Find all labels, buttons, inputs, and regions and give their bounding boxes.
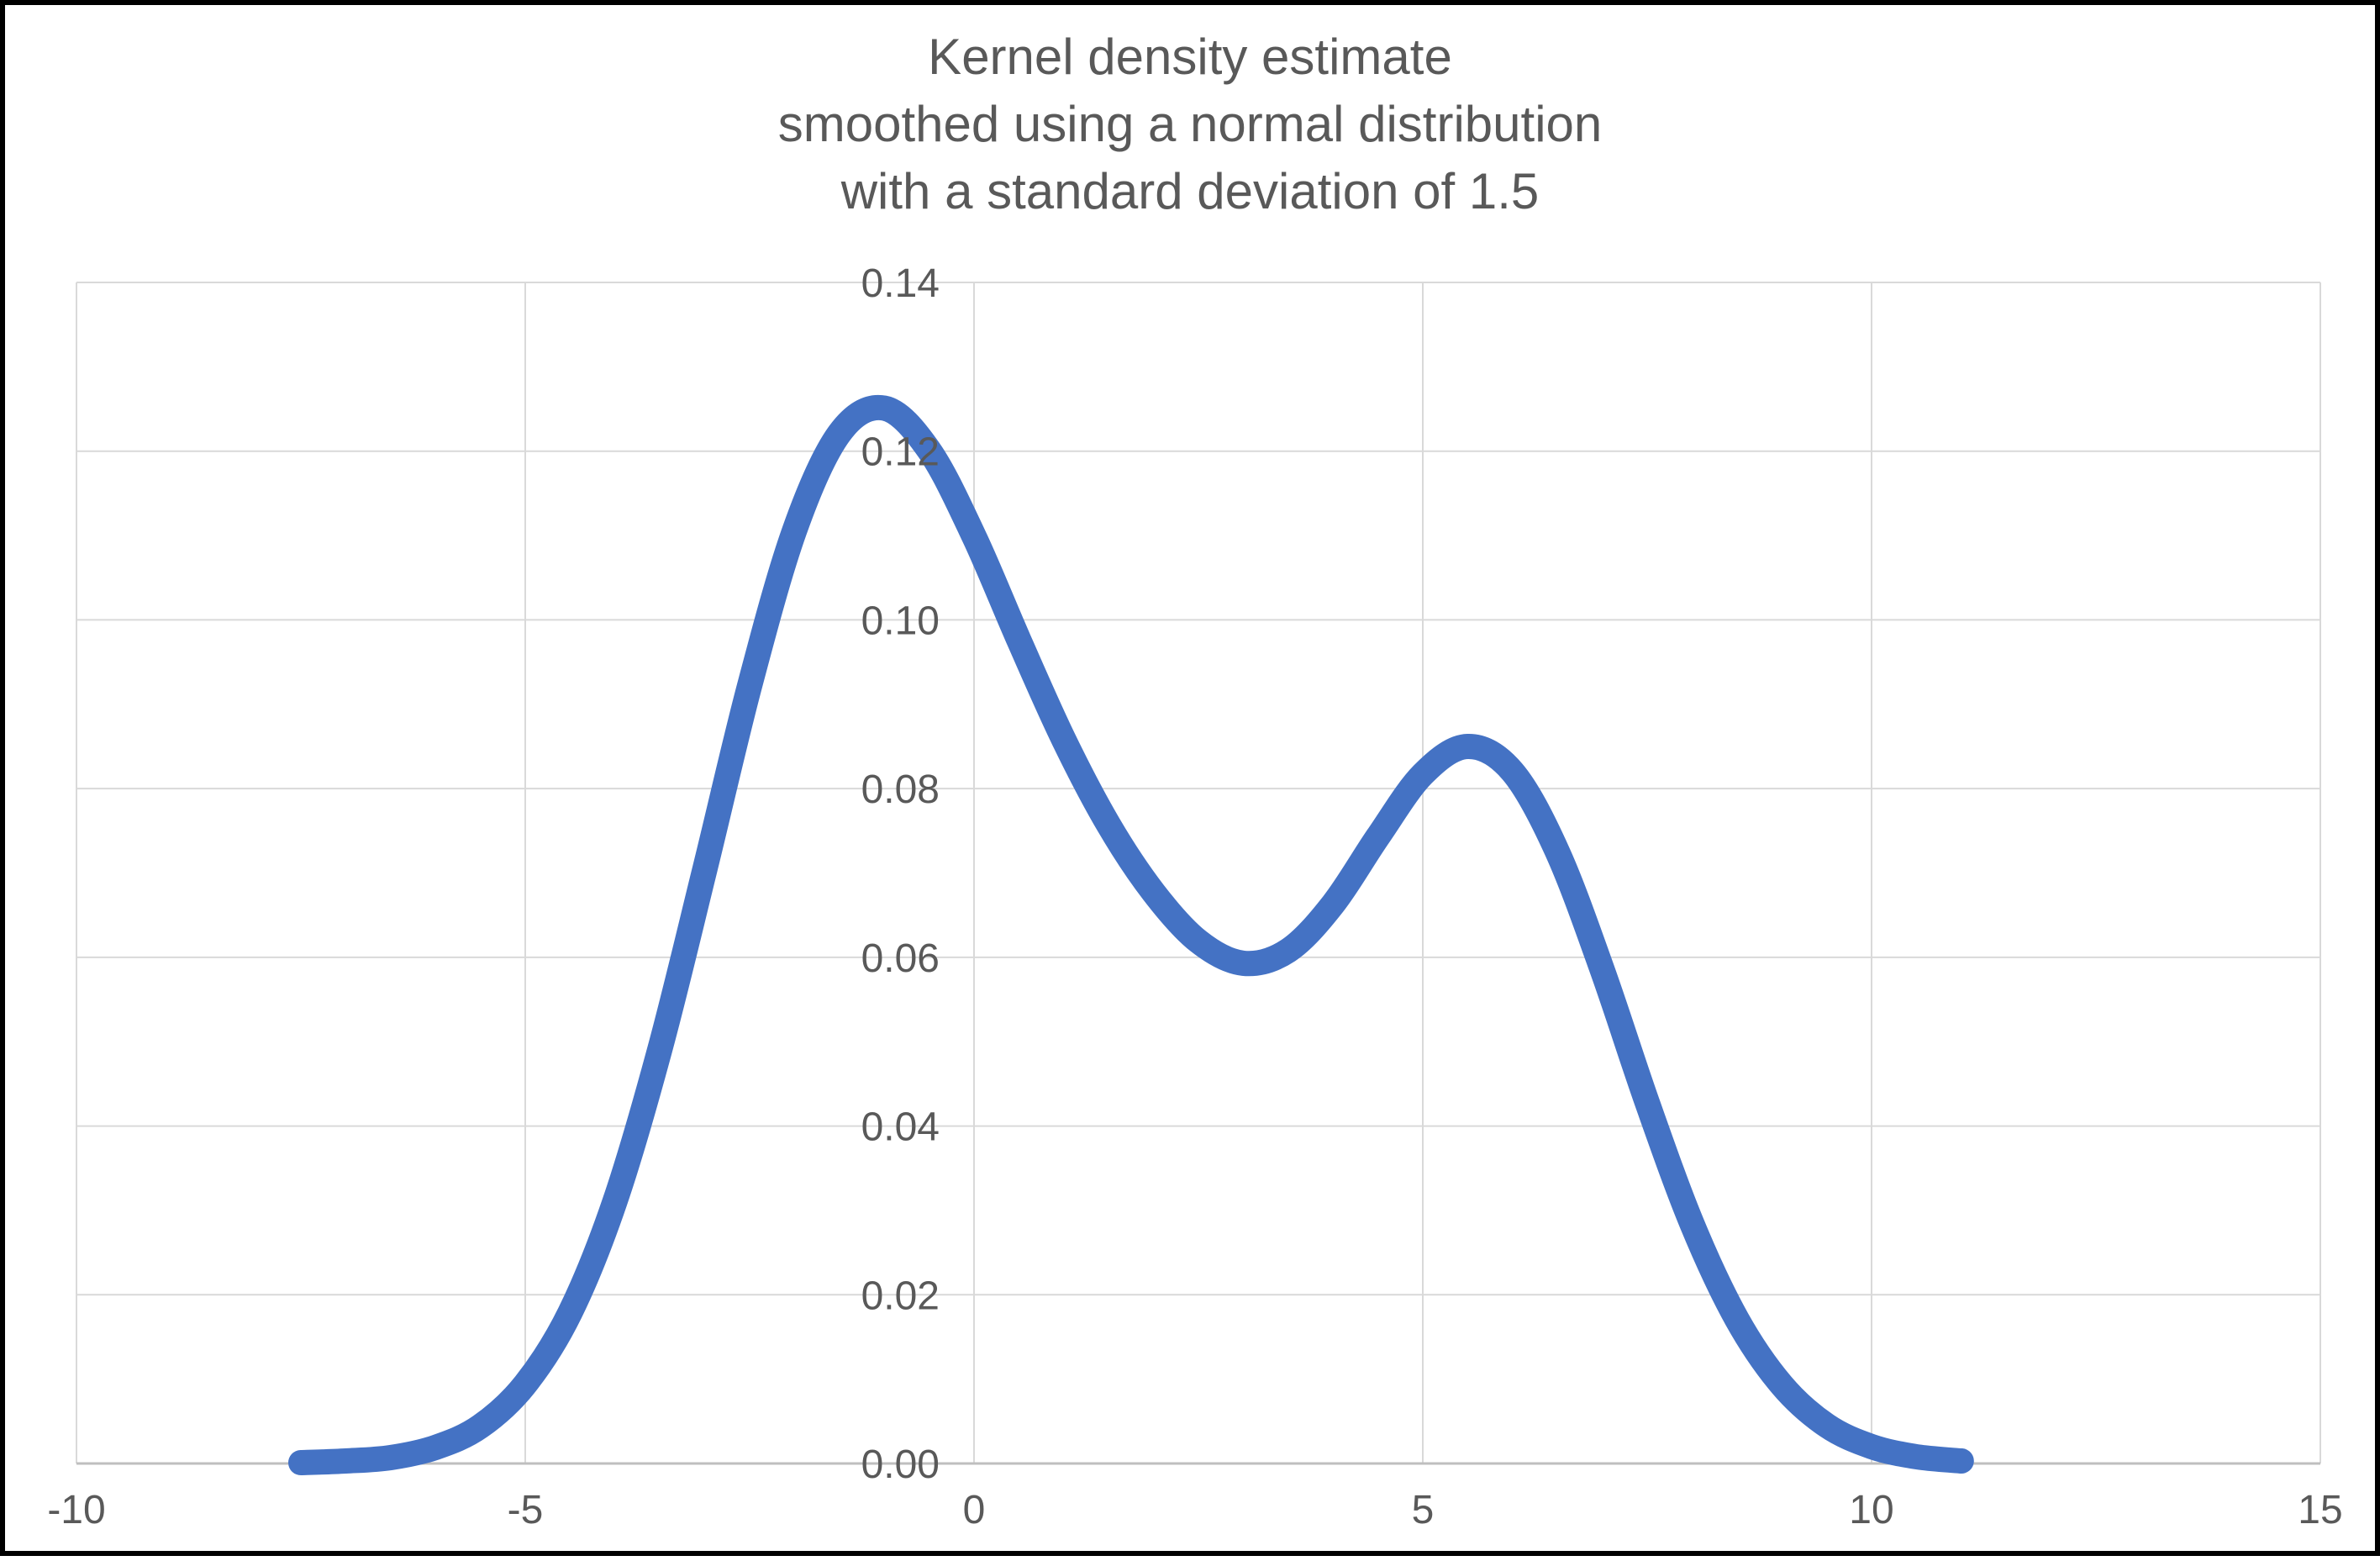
y-axis-tick-label: 0.04 (861, 1105, 940, 1150)
y-axis-tick-label: 0.08 (861, 767, 940, 812)
chart-plot-area: 0.00 0.02 0.04 0.06 0.08 0.10 0.12 0.14 -10 -5 0 5 1… (5, 5, 2380, 1561)
x-axis-tick-label: -10 (47, 1488, 105, 1532)
x-axis-tick-label: 5 (1412, 1488, 1435, 1532)
x-axis-tick-label: 0 (963, 1488, 986, 1532)
chart-title: Kernel density estimate smoothed using a… (5, 24, 2375, 225)
chart-title-line-3: with a standard deviation of 1.5 (5, 158, 2375, 225)
y-axis-tick-label: 0.14 (861, 261, 940, 306)
x-axis-tick-label: -5 (508, 1488, 544, 1532)
kde-curve (301, 408, 1961, 1463)
y-axis-tick-label: 0.12 (861, 430, 940, 475)
chart-title-line-1: Kernel density estimate (5, 24, 2375, 91)
x-axis-tick-label: 15 (2298, 1488, 2342, 1532)
y-axis-tick-label: 0.00 (861, 1442, 940, 1487)
y-axis-tick-label: 0.02 (861, 1274, 940, 1318)
y-axis-tick-label: 0.06 (861, 936, 940, 981)
chart-title-line-2: smoothed using a normal distribution (5, 91, 2375, 158)
x-axis-tick-label: 10 (1849, 1488, 1893, 1532)
y-axis-tick-label: 0.10 (861, 599, 940, 643)
